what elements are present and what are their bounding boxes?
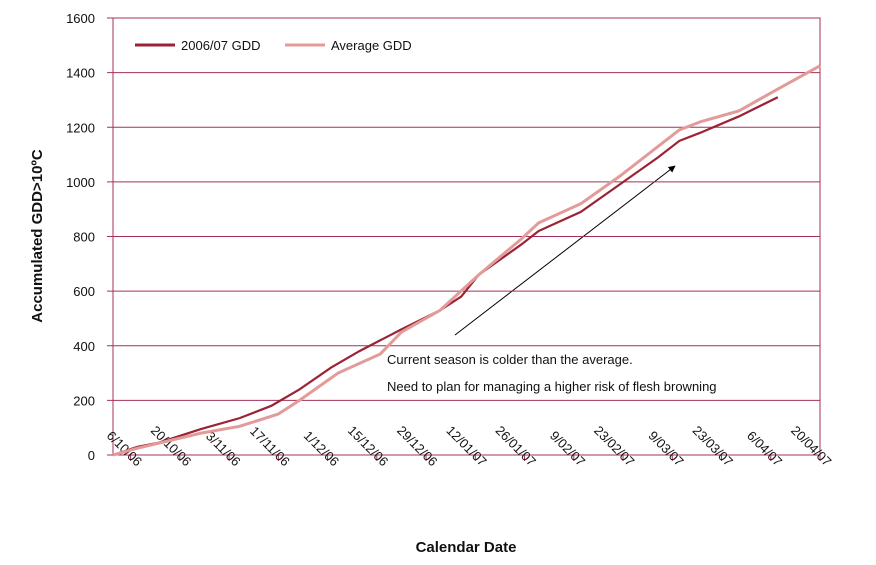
y-tick-label: 0 (88, 448, 95, 463)
x-tick-label: 9/03/07 (645, 428, 686, 469)
x-tick-label: 20/04/07 (788, 423, 834, 469)
y-tick-label: 1000 (66, 175, 95, 190)
x-axis-label: Calendar Date (416, 539, 517, 556)
line-series (112, 64, 821, 457)
y-tick-label: 400 (73, 339, 95, 354)
y-tick-label: 200 (73, 393, 95, 408)
x-tick-label: 15/12/06 (345, 423, 391, 469)
line-series (112, 96, 779, 457)
x-tick-label: 23/03/07 (690, 423, 736, 469)
x-tick-label: 17/11/06 (247, 423, 293, 469)
y-axis-label: Accumulated GDD>10ºC (29, 149, 46, 323)
x-tick-label: 23/02/07 (591, 423, 637, 469)
y-tick-label: 800 (73, 230, 95, 245)
x-tick-label: 29/12/06 (394, 423, 440, 469)
y-tick-label: 600 (73, 284, 95, 299)
plot-frame (112, 17, 821, 456)
x-tick-label: 20/10/06 (148, 423, 194, 469)
x-tick-label: 3/11/06 (203, 429, 244, 470)
annotation: Current season is colder than the averag… (387, 352, 633, 367)
legend-label: Average GDD (331, 38, 412, 53)
x-tick-label: 9/02/07 (547, 428, 588, 469)
x-tick-label: 26/01/07 (493, 423, 539, 469)
y-tick-label: 1400 (66, 66, 95, 81)
annotation-arrow (454, 165, 676, 336)
x-tick-label: 12/01/07 (443, 423, 489, 469)
y-tick-label: 1600 (66, 11, 95, 26)
x-tick-label: 1/12/06 (301, 428, 342, 469)
y-tick-label: 1200 (66, 120, 95, 135)
x-tick-label: 6/04/07 (744, 428, 785, 469)
legend-label: 2006/07 GDD (181, 38, 261, 53)
annotation: Need to plan for managing a higher risk … (387, 379, 717, 394)
